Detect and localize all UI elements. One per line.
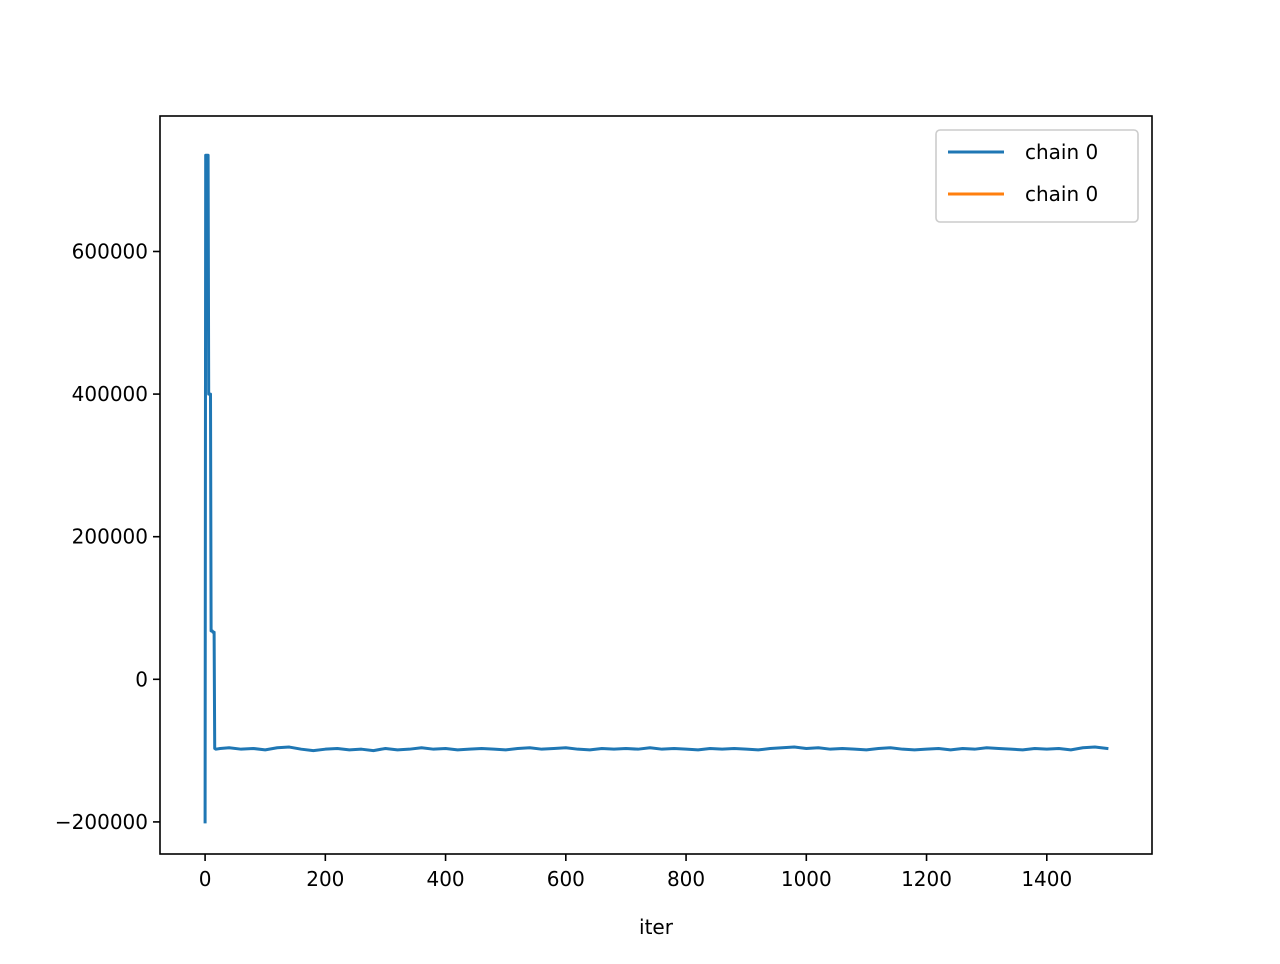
x-axis-label: iter: [639, 915, 674, 939]
y-tick-label: 0: [135, 667, 148, 691]
legend-label-0: chain 0: [1025, 140, 1098, 164]
x-tick-label: 1400: [1021, 867, 1072, 891]
x-axis-ticks: 0 200 400 600 800 1000 1200 1400: [199, 854, 1072, 891]
x-tick-label: 0: [199, 867, 212, 891]
y-tick-label: 200000: [72, 525, 148, 549]
plot-area: [160, 116, 1152, 854]
x-tick-label: 200: [306, 867, 344, 891]
x-tick-label: 1200: [901, 867, 952, 891]
x-tick-label: 400: [426, 867, 464, 891]
legend-label-1: chain 0: [1025, 182, 1098, 206]
y-tick-label: 600000: [72, 239, 148, 263]
y-axis-ticks: −200000 0 200000 400000 600000: [55, 239, 160, 834]
x-tick-label: 1000: [781, 867, 832, 891]
y-tick-label: −200000: [55, 810, 148, 834]
series-layer: [203, 153, 1109, 824]
plot-frame: [159, 115, 1153, 855]
x-tick-label: 600: [547, 867, 585, 891]
series-line-0: [203, 153, 1109, 824]
x-tick-label: 800: [667, 867, 705, 891]
y-tick-label: 400000: [72, 382, 148, 406]
legend: chain 0 chain 0: [935, 129, 1139, 223]
